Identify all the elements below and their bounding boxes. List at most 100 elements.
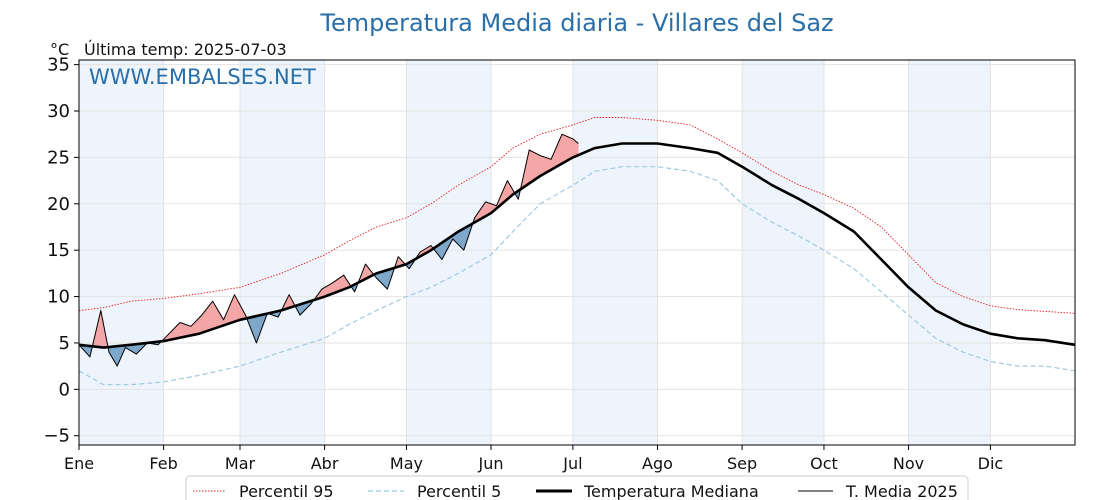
legend: Percentil 95 Percentil 5 Temperatura Med… [185, 475, 969, 500]
fill-above-median [340, 275, 343, 291]
fill-above-median [546, 157, 549, 173]
fill-above-median [567, 136, 570, 161]
watermark-text: WWW.EMBALSES.NET [89, 65, 316, 89]
fill-above-median [535, 153, 538, 180]
fill-above-median [561, 133, 564, 164]
month-shade [406, 60, 492, 445]
fill-above-median [339, 276, 342, 292]
fill-above-median [564, 135, 567, 163]
fill-above-median [200, 314, 202, 334]
fill-above-median [181, 322, 183, 338]
fill-above-median [577, 142, 579, 156]
fill-above-median [196, 318, 198, 335]
y-tick-label: 15 [47, 240, 70, 261]
fill-above-median [539, 155, 542, 177]
fill-above-median [538, 154, 541, 178]
fill-above-median [565, 135, 568, 162]
series-line-p5 [78, 166, 1076, 386]
fill-below-median [460, 228, 463, 250]
fill-above-median [183, 323, 186, 338]
fill-above-median [209, 302, 212, 331]
fill-above-median [563, 134, 565, 164]
fill-below-median [384, 270, 387, 289]
x-tick-label: Abr [311, 454, 339, 473]
fill-above-median [544, 156, 546, 174]
fill-above-median [569, 137, 572, 160]
last-temp-label: Última temp: 2025-07-03 [84, 40, 287, 59]
fill-below-median [381, 270, 384, 286]
x-tick-label: Dic [978, 454, 1004, 473]
fill-above-median [534, 152, 537, 181]
series-line-p95 [78, 117, 1076, 314]
legend-box [185, 475, 969, 500]
fill-above-median [182, 323, 185, 338]
y-tick-label: 0 [59, 379, 70, 400]
month-shade [742, 60, 824, 445]
fill-above-median [542, 156, 545, 175]
y-tick-label: −5 [43, 426, 70, 447]
x-tick-label: Jun [478, 454, 504, 473]
fill-above-median [204, 309, 207, 333]
fill-above-median [185, 324, 187, 337]
x-tick-label: Jul [562, 454, 582, 473]
y-tick-label: 20 [47, 194, 70, 215]
month-shade [239, 60, 325, 445]
fill-below-median [459, 229, 462, 248]
legend-label-p5: Percentil 5 [417, 482, 501, 500]
chart-title: Temperatura Media diaria - Villares del … [319, 9, 833, 37]
fill-below-median [462, 228, 464, 251]
fill-above-median [215, 305, 218, 329]
month-shade [572, 60, 658, 445]
fill-above-median [207, 305, 209, 332]
fill-above-median [531, 151, 534, 182]
fill-below-median [385, 269, 388, 290]
x-tick-label: Sep [727, 454, 757, 473]
fill-below-median [383, 270, 385, 287]
fill-above-median [530, 150, 533, 183]
series-lines [78, 117, 1076, 386]
fill-above-median [213, 302, 216, 329]
legend-label-current: T. Media 2025 [845, 482, 958, 500]
fill-above-median [197, 317, 200, 335]
fill-below-median [440, 242, 443, 261]
fill-above-median [545, 157, 548, 174]
fill-above-median [541, 155, 544, 176]
series-line-2025 [78, 133, 579, 367]
fill-above-median [211, 300, 213, 330]
x-tick-label: Ago [642, 454, 673, 473]
fill-above-median [175, 324, 178, 339]
fill-above-median [342, 274, 344, 291]
x-axis: Ene Feb Mar Abr May Jun Jul Ago Sep Oct Nov Dic [64, 445, 1003, 473]
fill-above-median [212, 300, 215, 330]
fill-above-median [235, 297, 238, 322]
fill-above-median [568, 136, 571, 161]
fill-above-median [571, 137, 574, 159]
plot-frame [78, 59, 1076, 446]
fill-above-median [232, 294, 235, 323]
y-tick-label: 5 [59, 333, 70, 354]
fill-above-median [186, 324, 189, 337]
month-shading [79, 60, 991, 445]
x-tick-label: Mar [225, 454, 256, 473]
unit-label: °C [50, 40, 69, 59]
fill-below-median [458, 230, 460, 247]
y-tick-label: 10 [47, 287, 70, 308]
fill-above-median [336, 278, 339, 293]
fill-above-median [187, 325, 190, 337]
fill-above-median [205, 307, 208, 332]
y-tick-label: 25 [47, 147, 70, 168]
fill-above-median [338, 277, 340, 292]
legend-label-p95: Percentil 95 [239, 482, 334, 500]
fill-above-median [201, 312, 204, 334]
month-shade [908, 60, 991, 445]
legend-label-median: Temperatura Mediana [583, 482, 759, 500]
month-shade [79, 60, 164, 445]
fill-above-median [533, 151, 535, 181]
y-axis: −5 0 5 10 15 20 25 30 35 [43, 55, 79, 447]
x-tick-label: Nov [893, 454, 924, 473]
fill-below-median [134, 343, 137, 355]
x-tick-label: Feb [149, 454, 177, 473]
fill-above-median [559, 137, 561, 166]
fill-above-median [177, 323, 179, 339]
